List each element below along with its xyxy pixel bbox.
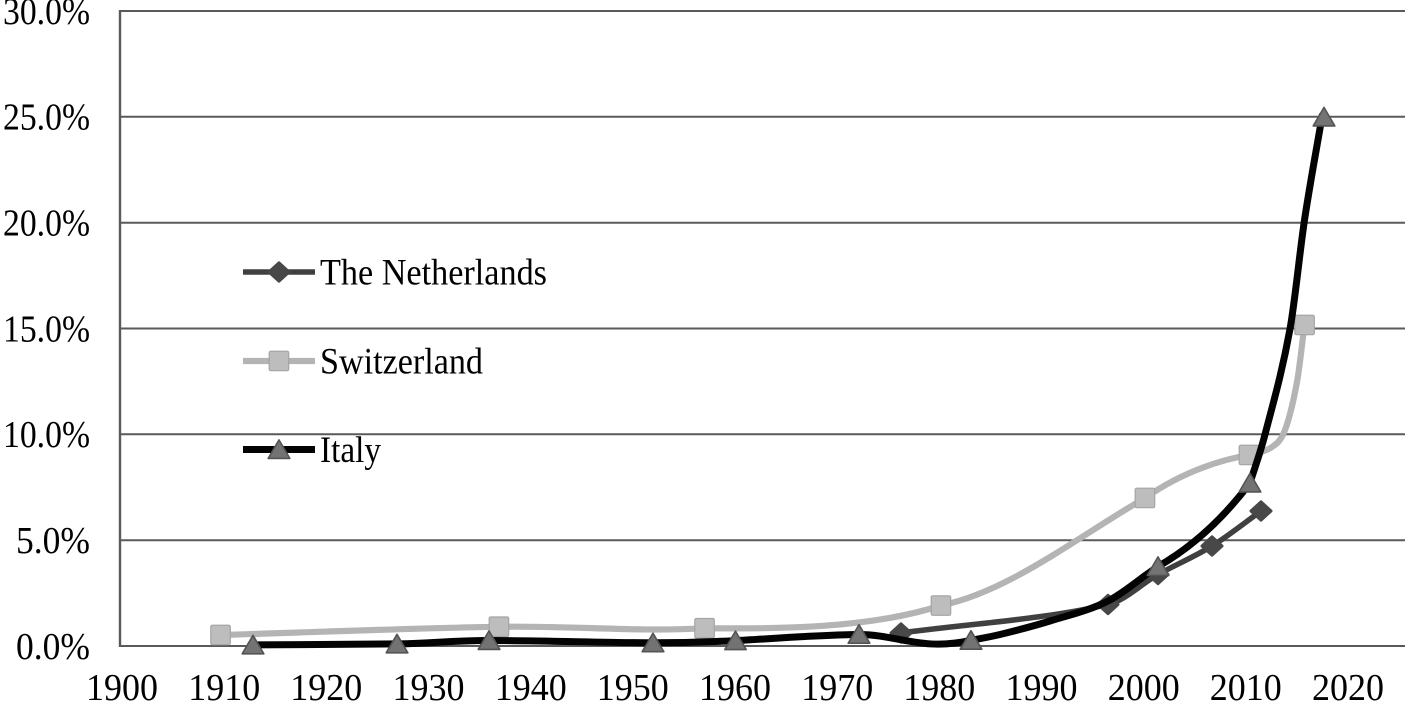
svg-text:1940: 1940 bbox=[495, 667, 567, 702]
svg-text:1900: 1900 bbox=[86, 667, 158, 702]
svg-text:1960: 1960 bbox=[699, 667, 771, 702]
svg-text:1920: 1920 bbox=[290, 667, 362, 702]
svg-text:30.0%: 30.0% bbox=[3, 0, 90, 33]
svg-text:20.0%: 20.0% bbox=[3, 203, 90, 245]
svg-text:1970: 1970 bbox=[801, 667, 873, 702]
svg-text:The Netherlands: The Netherlands bbox=[320, 252, 547, 293]
svg-text:15.0%: 15.0% bbox=[3, 308, 90, 350]
svg-text:0.0%: 0.0% bbox=[16, 626, 90, 668]
svg-text:Switzerland: Switzerland bbox=[320, 341, 483, 382]
svg-text:1950: 1950 bbox=[597, 667, 669, 702]
svg-text:5.0%: 5.0% bbox=[16, 520, 90, 562]
svg-text:25.0%: 25.0% bbox=[3, 97, 90, 139]
svg-text:1980: 1980 bbox=[903, 667, 975, 702]
svg-text:Italy: Italy bbox=[320, 429, 382, 470]
svg-text:1930: 1930 bbox=[393, 667, 465, 702]
svg-text:10.0%: 10.0% bbox=[3, 414, 90, 456]
svg-text:2020: 2020 bbox=[1312, 667, 1384, 702]
svg-text:2000: 2000 bbox=[1108, 667, 1180, 702]
svg-text:1910: 1910 bbox=[188, 667, 260, 702]
svg-text:1990: 1990 bbox=[1006, 667, 1078, 702]
svg-text:2010: 2010 bbox=[1210, 667, 1282, 702]
